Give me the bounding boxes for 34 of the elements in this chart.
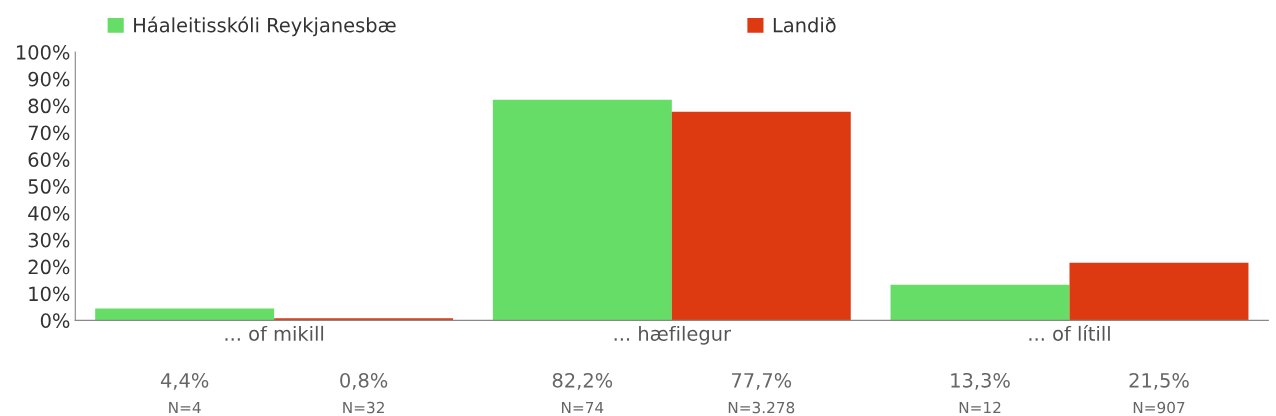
text: N=32 <box>343 401 384 414</box>
bar <box>1069 262 1249 321</box>
text: N=12 <box>959 401 1001 414</box>
y-tick-label: 10% <box>29 286 70 302</box>
y-tick-label: 50% <box>28 179 70 194</box>
data-label: 0,8% <box>340 372 388 390</box>
text: N=74 <box>562 401 604 414</box>
y-tick-label: 60% <box>28 152 70 167</box>
data-label: 77,7% <box>732 372 792 390</box>
data-label: 21,5% <box>1129 372 1189 390</box>
legend-label: Háaleitisskóli Reykjanesbæ <box>134 16 396 37</box>
x-tick-label: ... hæfilegur <box>614 325 732 345</box>
y-tick-label: 20% <box>28 259 70 275</box>
y-tick-label: 100% <box>16 44 70 60</box>
bar <box>671 111 851 321</box>
text: N=907 <box>1133 401 1185 414</box>
bar <box>274 318 454 321</box>
data-label: 4,4% <box>160 372 209 390</box>
y-tick-label: 30% <box>28 232 70 248</box>
text: N=4 <box>169 401 201 414</box>
y-tick-label: 40% <box>28 205 70 221</box>
data-label: 13,3% <box>951 372 1010 390</box>
legend-label: Landið <box>773 17 836 33</box>
y-tick-label: 70% <box>28 125 70 141</box>
data-label: 82,2% <box>552 372 613 390</box>
bar <box>890 284 1070 321</box>
x-tick-label: ... of lítill <box>1029 325 1110 341</box>
bar <box>95 308 275 321</box>
text: N=3.278 <box>728 401 795 414</box>
y-tick-label: 90% <box>28 71 70 87</box>
x-tick-label: ... of mikill <box>225 325 324 341</box>
bar <box>492 99 672 321</box>
y-tick-label: 0% <box>40 313 70 328</box>
y-tick-label: 80% <box>28 98 70 114</box>
